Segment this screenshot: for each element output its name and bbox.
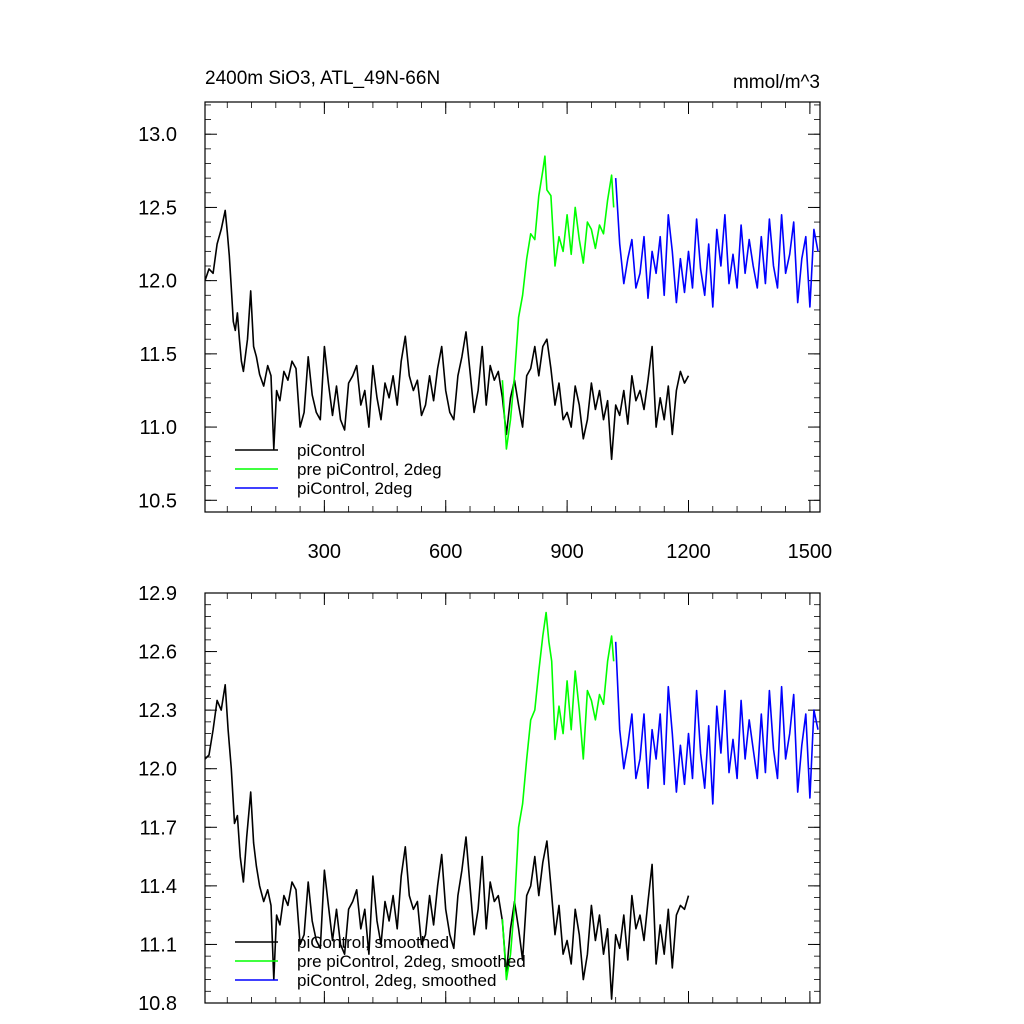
y-tick-label: 12.0 <box>138 759 177 781</box>
series-line <box>501 155 615 450</box>
y-tick-label: 10.5 <box>138 490 177 512</box>
x-tick-label: 900 <box>550 541 583 563</box>
y-tick-label: 12.6 <box>138 642 177 664</box>
legend-label: piControl, 2deg <box>297 479 412 498</box>
y-tick-label: 11.7 <box>140 817 177 839</box>
y-tick-label: 10.8 <box>138 993 177 1015</box>
y-tick-label: 11.4 <box>140 876 177 898</box>
plot-frame <box>204 101 821 513</box>
chart-title: 2400m SiO3, ATL_49N-66N <box>205 68 440 89</box>
plot-frame <box>204 592 821 1004</box>
bottom-panel: 10.8 11.1 11.4 11.7 12.0 12.3 12.6 12.9 piContro… <box>138 583 821 1015</box>
y-tick-label: 11.1 <box>140 934 177 956</box>
y-tick-label: 12.3 <box>138 700 177 722</box>
y-tick-label: 12.9 <box>138 583 177 605</box>
legend-label: pre piControl, 2deg <box>297 460 442 479</box>
x-tick-label: 300 <box>308 541 341 563</box>
legend-label: pre piControl, 2deg, smoothed <box>297 952 526 971</box>
series-line <box>614 178 819 308</box>
y-tick-label: 12.0 <box>138 271 177 293</box>
top-panel: 2400m SiO3, ATL_49N-66N mmol/m^3 10.5 11.… <box>138 68 832 563</box>
legend-label: piControl, 2deg, smoothed <box>297 971 496 990</box>
y-tick-label: 11.0 <box>140 417 177 439</box>
legend-label: piControl, smoothed <box>297 933 449 952</box>
x-tick-label: 1500 <box>788 541 833 563</box>
y-tick-label: 13.0 <box>138 124 177 146</box>
series-line <box>501 611 615 981</box>
y-tick-label: 11.5 <box>140 344 177 366</box>
series-line <box>614 641 819 805</box>
x-tick-label: 1200 <box>666 541 711 563</box>
series-line <box>205 684 690 1000</box>
x-tick-label: 600 <box>429 541 462 563</box>
series-line <box>205 209 690 461</box>
legend-label: piControl <box>297 441 365 460</box>
y-tick-label: 12.5 <box>138 197 177 219</box>
units-label: mmol/m^3 <box>733 72 820 93</box>
